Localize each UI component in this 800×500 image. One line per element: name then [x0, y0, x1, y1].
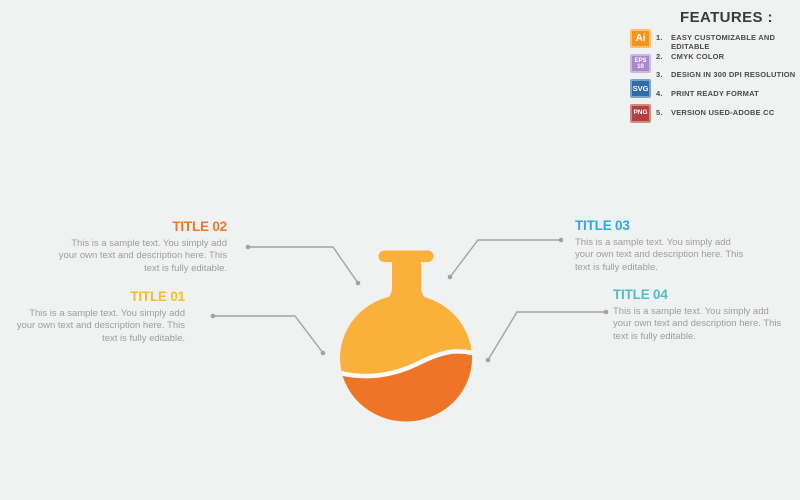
callout-body-line: your own text and description here. This — [58, 250, 227, 262]
feature-item-3: 3. DESIGN IN 300 DPI RESOLUTION — [656, 70, 800, 89]
callout-body-line: This is a sample text. You simply add — [613, 306, 769, 317]
callout-body-line: your own text and description here. This — [613, 318, 782, 330]
connector-title-04 — [487, 311, 606, 361]
feature-item-4: 4. PRINT READY FORMAT — [656, 89, 800, 108]
ai-file-icon: Ai — [630, 29, 651, 48]
callout-title: TITLE 04 — [613, 287, 668, 302]
flask-bottom-liquid — [340, 351, 472, 422]
features-list: 1. EASY CUSTOMIZABLE AND EDITABLE 2. CMY… — [656, 33, 800, 126]
callout-body-line: text is fully editable. — [102, 332, 185, 344]
feature-number: 1. — [656, 33, 663, 42]
callout-body-line: text is fully editable. — [575, 261, 658, 273]
feature-number: 4. — [656, 89, 663, 99]
svg-file-icon: SVG — [630, 79, 651, 98]
callout-title-03: TITLE 03 This is a sample text. You simp… — [575, 218, 755, 274]
feature-label: EASY CUSTOMIZABLE AND EDITABLE — [671, 33, 776, 51]
feature-number: 5. — [656, 107, 663, 117]
callout-body-line: text is fully editable. — [613, 330, 696, 342]
eps-file-icon: EPS 10 — [630, 54, 651, 73]
features-heading: FEATURES : — [680, 9, 773, 26]
connector-title-01 — [213, 315, 324, 354]
feature-item-1: 1. EASY CUSTOMIZABLE AND EDITABLE — [656, 33, 800, 52]
callout-title: TITLE 03 — [575, 218, 630, 233]
callout-body-line: This is a sample text. You simply add — [575, 237, 731, 248]
ai-badge-label: Ai — [635, 32, 646, 44]
callout-title: TITLE 01 — [130, 289, 185, 304]
callout-title: TITLE 02 — [172, 219, 227, 234]
callout-body-line: your own text and description here. This — [575, 249, 744, 261]
liquid-divider-wave — [340, 349, 472, 379]
callout-body-line: text is fully editable. — [144, 262, 227, 274]
callout-body-line: This is a sample text. You simply add — [71, 238, 227, 249]
connector-title-03 — [449, 239, 561, 278]
feature-label: DESIGN IN 300 DPI RESOLUTION — [671, 70, 796, 80]
connector-lines — [213, 239, 606, 361]
feature-item-2: 2. CMYK COLOR — [656, 52, 800, 71]
callout-title-02: TITLE 02 This is a sample text. You simp… — [47, 219, 227, 275]
callout-title-01: TITLE 01 This is a sample text. You simp… — [5, 289, 185, 345]
png-badge-label: PNG — [633, 109, 648, 117]
callout-body-line: This is a sample text. You simply add — [29, 308, 185, 319]
callout-title-04: TITLE 04 This is a sample text. You simp… — [613, 287, 793, 343]
png-file-icon: PNG — [630, 104, 651, 123]
feature-number: 2. — [656, 51, 663, 61]
connector-end-dots — [210, 237, 609, 363]
connector-title-02 — [248, 246, 359, 284]
feature-label: PRINT READY FORMAT — [671, 89, 759, 99]
feature-item-5: 5. VERSION USED-ADOBE CC — [656, 108, 800, 127]
flask-icon — [340, 250, 472, 422]
svg-badge-label: SVG — [632, 83, 649, 93]
file-format-badges: Ai EPS 10 SVG PNG — [630, 29, 651, 123]
eps-badge-label2: 10 — [637, 63, 644, 70]
feature-number: 3. — [656, 70, 663, 80]
feature-label: VERSION USED-ADOBE CC — [671, 107, 775, 117]
eps-badge-label: EPS — [634, 57, 647, 64]
callout-body-line: your own text and description here. This — [16, 320, 185, 332]
feature-label: CMYK COLOR — [671, 51, 725, 61]
